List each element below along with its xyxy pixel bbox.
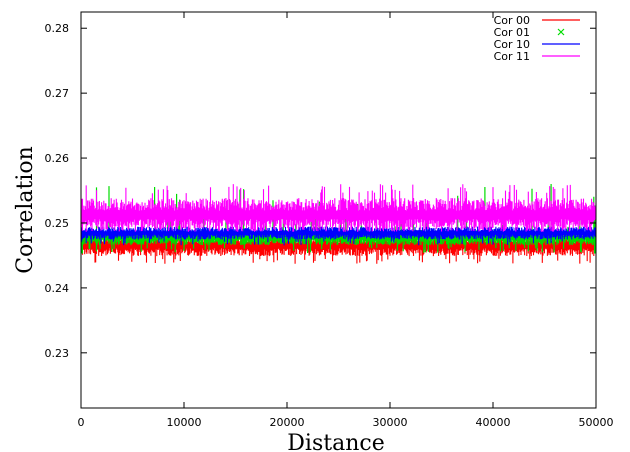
legend-item: Cor 11	[494, 50, 580, 63]
ticks-layer: 0 10000 20000 30000 40000 50000 0.23 0.24 0.25 0.…	[45, 12, 614, 429]
legend-label: Cor 10	[494, 38, 530, 51]
x-tick-label: 40000	[476, 416, 511, 429]
x-tick-label: 0	[78, 416, 85, 429]
legend-item: Cor 01	[494, 26, 565, 39]
series-line	[81, 226, 596, 246]
x-tick-label: 20000	[270, 416, 305, 429]
y-tick-label: 0.25	[45, 217, 70, 230]
series-line	[81, 235, 596, 264]
legend-label: Cor 11	[494, 50, 530, 63]
series-cor-10	[81, 226, 596, 246]
legend-label: Cor 01	[494, 26, 530, 39]
x-tick-label: 50000	[579, 416, 614, 429]
series-line	[81, 184, 596, 232]
x-tick-label: 10000	[167, 416, 202, 429]
legend-label: Cor 00	[494, 14, 530, 27]
series-layer	[81, 184, 596, 264]
series-cor-11	[81, 184, 596, 232]
legend-item: Cor 00	[494, 14, 580, 27]
y-tick-label: 0.23	[45, 347, 70, 360]
y-tick-label: 0.26	[45, 152, 70, 165]
plot-frame	[80, 11, 597, 409]
y-tick-label: 0.27	[45, 87, 70, 100]
y-tick-label: 0.28	[45, 22, 70, 35]
series-cor-00	[81, 235, 596, 264]
x-tick-label: 30000	[373, 416, 408, 429]
legend-swatch	[557, 28, 565, 36]
y-axis-title: Correlation	[13, 146, 38, 274]
x-axis-title: Distance	[287, 431, 384, 452]
y-tick-label: 0.24	[45, 282, 70, 295]
legend-item: Cor 10	[494, 38, 580, 51]
